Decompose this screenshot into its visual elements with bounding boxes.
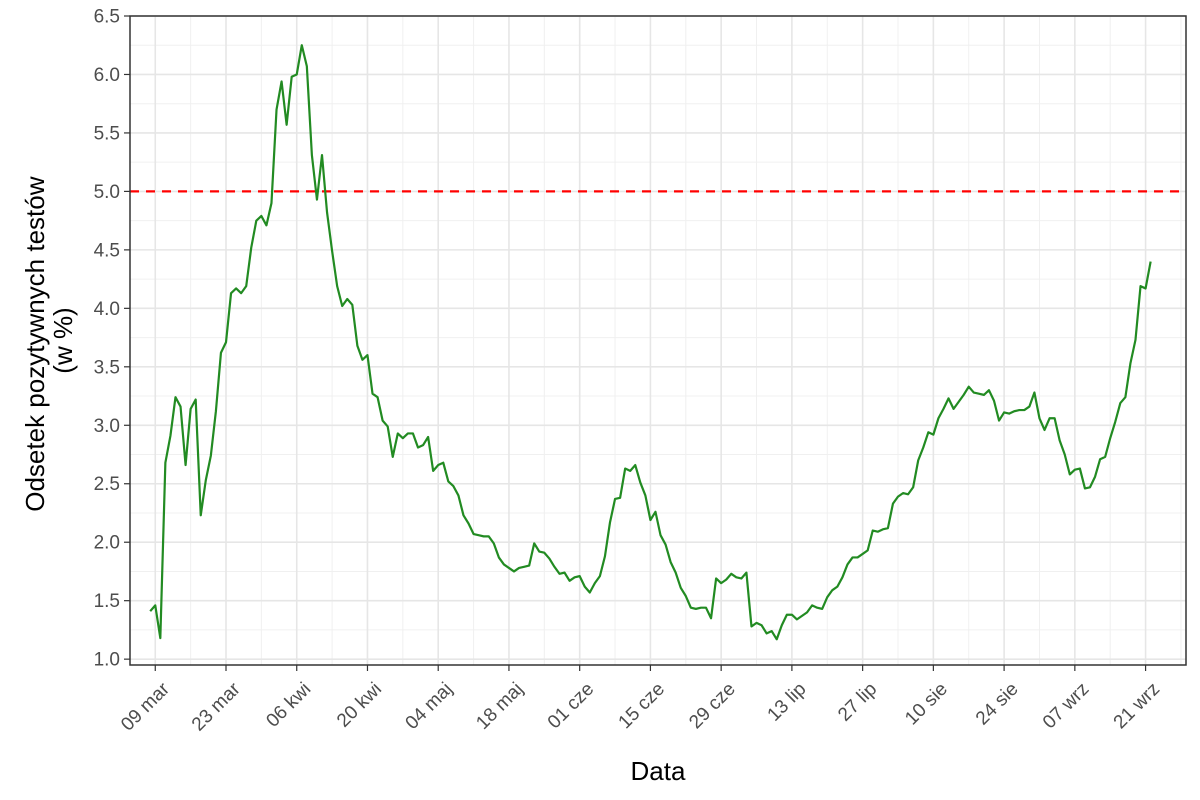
x-tick-label: 24 sie (972, 679, 1023, 730)
x-axis: 09 mar 23 mar 06 kwi 20 kwi 04 maj 18 maj 01 c… (117, 665, 1164, 735)
x-tick-label: 07 wrz (1039, 679, 1093, 733)
x-tick-label: 20 kwi (333, 679, 386, 732)
minor-grid (130, 16, 1186, 665)
x-tick-label: 10 sie (901, 679, 952, 730)
y-axis: 1.0 1.5 2.0 2.5 3.0 3.5 4.0 4.5 5.0 5.5 6.0 6.5 (94, 7, 130, 671)
y-tick-label: 1.0 (94, 650, 120, 671)
y-tick-label: 5.0 (94, 182, 120, 203)
y-tick-label: 2.5 (94, 474, 120, 495)
y-tick-label: 2.0 (94, 533, 120, 554)
x-tick-label: 09 mar (117, 678, 174, 735)
y-tick-label: 4.5 (94, 240, 120, 261)
y-tick-label: 1.5 (94, 591, 120, 612)
x-tick-label: 21 wrz (1110, 679, 1164, 733)
y-tick-label: 3.5 (94, 357, 120, 378)
x-tick-label: 27 lip (834, 679, 881, 726)
x-tick-label: 18 maj (472, 679, 527, 734)
y-axis-title: Odsetek pozytywnych testów (w %) (20, 169, 78, 512)
x-tick-label: 04 maj (402, 679, 457, 734)
y-tick-label: 5.5 (94, 123, 120, 144)
series-line (149, 44, 1152, 641)
y-axis-title-line-2: (w %) (48, 307, 78, 373)
x-tick-label: 13 lip (764, 679, 811, 726)
x-tick-label: 29 cze (685, 679, 739, 733)
y-tick-label: 4.0 (94, 299, 120, 320)
panel-border (129, 15, 1187, 666)
x-tick-label: 15 cze (615, 679, 669, 733)
panel-background (130, 16, 1186, 665)
y-axis-title-line-1: Odsetek pozytywnych testów (20, 176, 50, 511)
y-tick-label: 3.0 (94, 416, 120, 437)
x-tick-label: 23 mar (188, 678, 245, 735)
x-tick-label: 06 kwi (262, 679, 315, 732)
x-tick-label: 01 cze (544, 679, 598, 733)
y-tick-label: 6.0 (94, 65, 120, 86)
x-axis-title: Data (631, 756, 686, 786)
y-tick-label: 6.5 (94, 7, 120, 28)
